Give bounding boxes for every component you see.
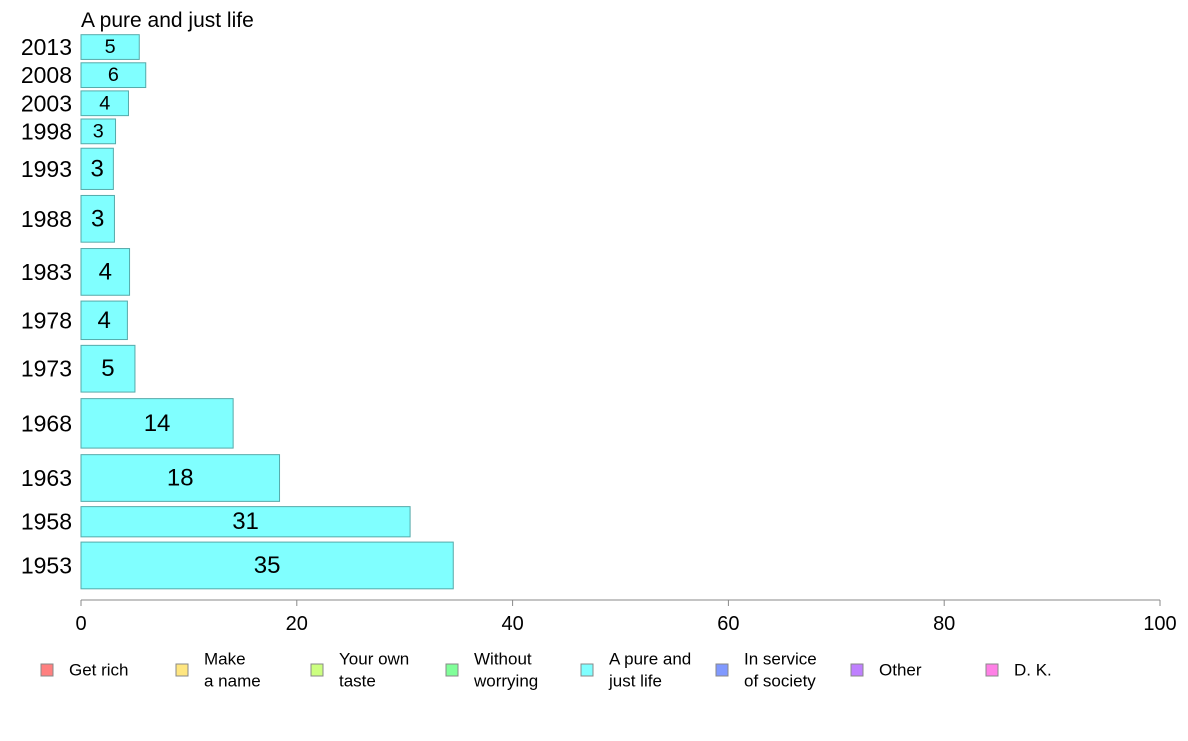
legend-swatch [310,663,324,677]
y-tick-label: 1953 [21,552,72,578]
data-label: 14 [144,410,171,437]
bar-2013 [80,34,140,60]
legend-swatch [40,663,54,677]
legend-label: just life [608,672,662,691]
data-label: 18 [167,465,194,492]
legend-label: D. K. [1014,661,1052,680]
y-tick-label: 1973 [21,356,72,382]
bar-1973 [80,344,136,393]
bar-1958 [80,506,411,538]
legend-swatch [985,663,999,677]
legend-swatch [850,663,864,677]
data-label: 5 [105,36,116,58]
bar-1963 [80,454,281,502]
y-tick-label: 1978 [21,307,72,333]
x-tick-label: 40 [501,613,523,635]
x-tick-label: 0 [75,613,86,635]
legend-label: of society [744,672,816,691]
y-tick-label: 1983 [21,259,72,285]
data-label: 35 [254,552,281,579]
data-label: 3 [91,155,104,182]
bar-2003 [80,90,129,117]
y-tick-label: 1993 [21,156,72,182]
bar-2008 [80,62,147,89]
data-label: 4 [98,307,111,334]
legend-label: a name [204,672,261,691]
y-tick-label: 1968 [21,410,72,436]
legend-swatch [580,663,594,677]
legend-label: Make [204,650,246,669]
data-label: 3 [93,120,104,142]
legend-swatch [445,663,459,677]
legend-label: Without [474,650,532,669]
y-tick-label: 2008 [21,62,72,88]
bar-1968 [80,398,234,449]
data-label: 3 [91,205,104,232]
x-tick-label: 100 [1143,613,1176,635]
y-tick-label: 1998 [21,118,72,144]
y-tick-label: 1958 [21,509,72,535]
data-label: 4 [99,92,110,114]
bar-1983 [80,248,131,296]
x-tick-label: 60 [717,613,739,635]
x-tick-label: 80 [933,613,955,635]
y-tick-label: 2013 [21,34,72,60]
bar-1993 [80,147,114,190]
y-tick-label: 1988 [21,206,72,232]
bar-1998 [80,118,117,145]
legend-label: Get rich [69,661,129,680]
x-axis: 0 20 40 60 80 100 [75,599,1177,635]
legend-label: worrying [473,672,538,691]
y-tick-label: 2003 [21,90,72,116]
x-tick-label: 20 [286,613,308,635]
legend-swatch [175,663,189,677]
legend-label: In service [744,650,817,669]
legend: Get rich Make a name Your own taste Without wo… [40,650,1052,691]
legend-label: Your own [339,650,409,669]
bar-1978 [80,300,128,341]
data-label: 31 [232,508,259,535]
chart-title: A pure and just life [81,9,254,32]
legend-label: taste [339,672,376,691]
y-tick-label: 1963 [21,465,72,491]
bar-1953 [80,541,454,590]
legend-label: A pure and [609,650,691,669]
bars-layer: 2013 5 2008 6 2003 4 1998 3 1993 3 1988 3 1983 4 1978 4… [21,34,454,590]
bar-1988 [80,194,115,243]
legend-label: Other [879,661,922,680]
data-label: 5 [101,355,114,382]
legend-swatch [715,663,729,677]
data-label: 6 [108,64,119,86]
data-label: 4 [99,258,112,285]
